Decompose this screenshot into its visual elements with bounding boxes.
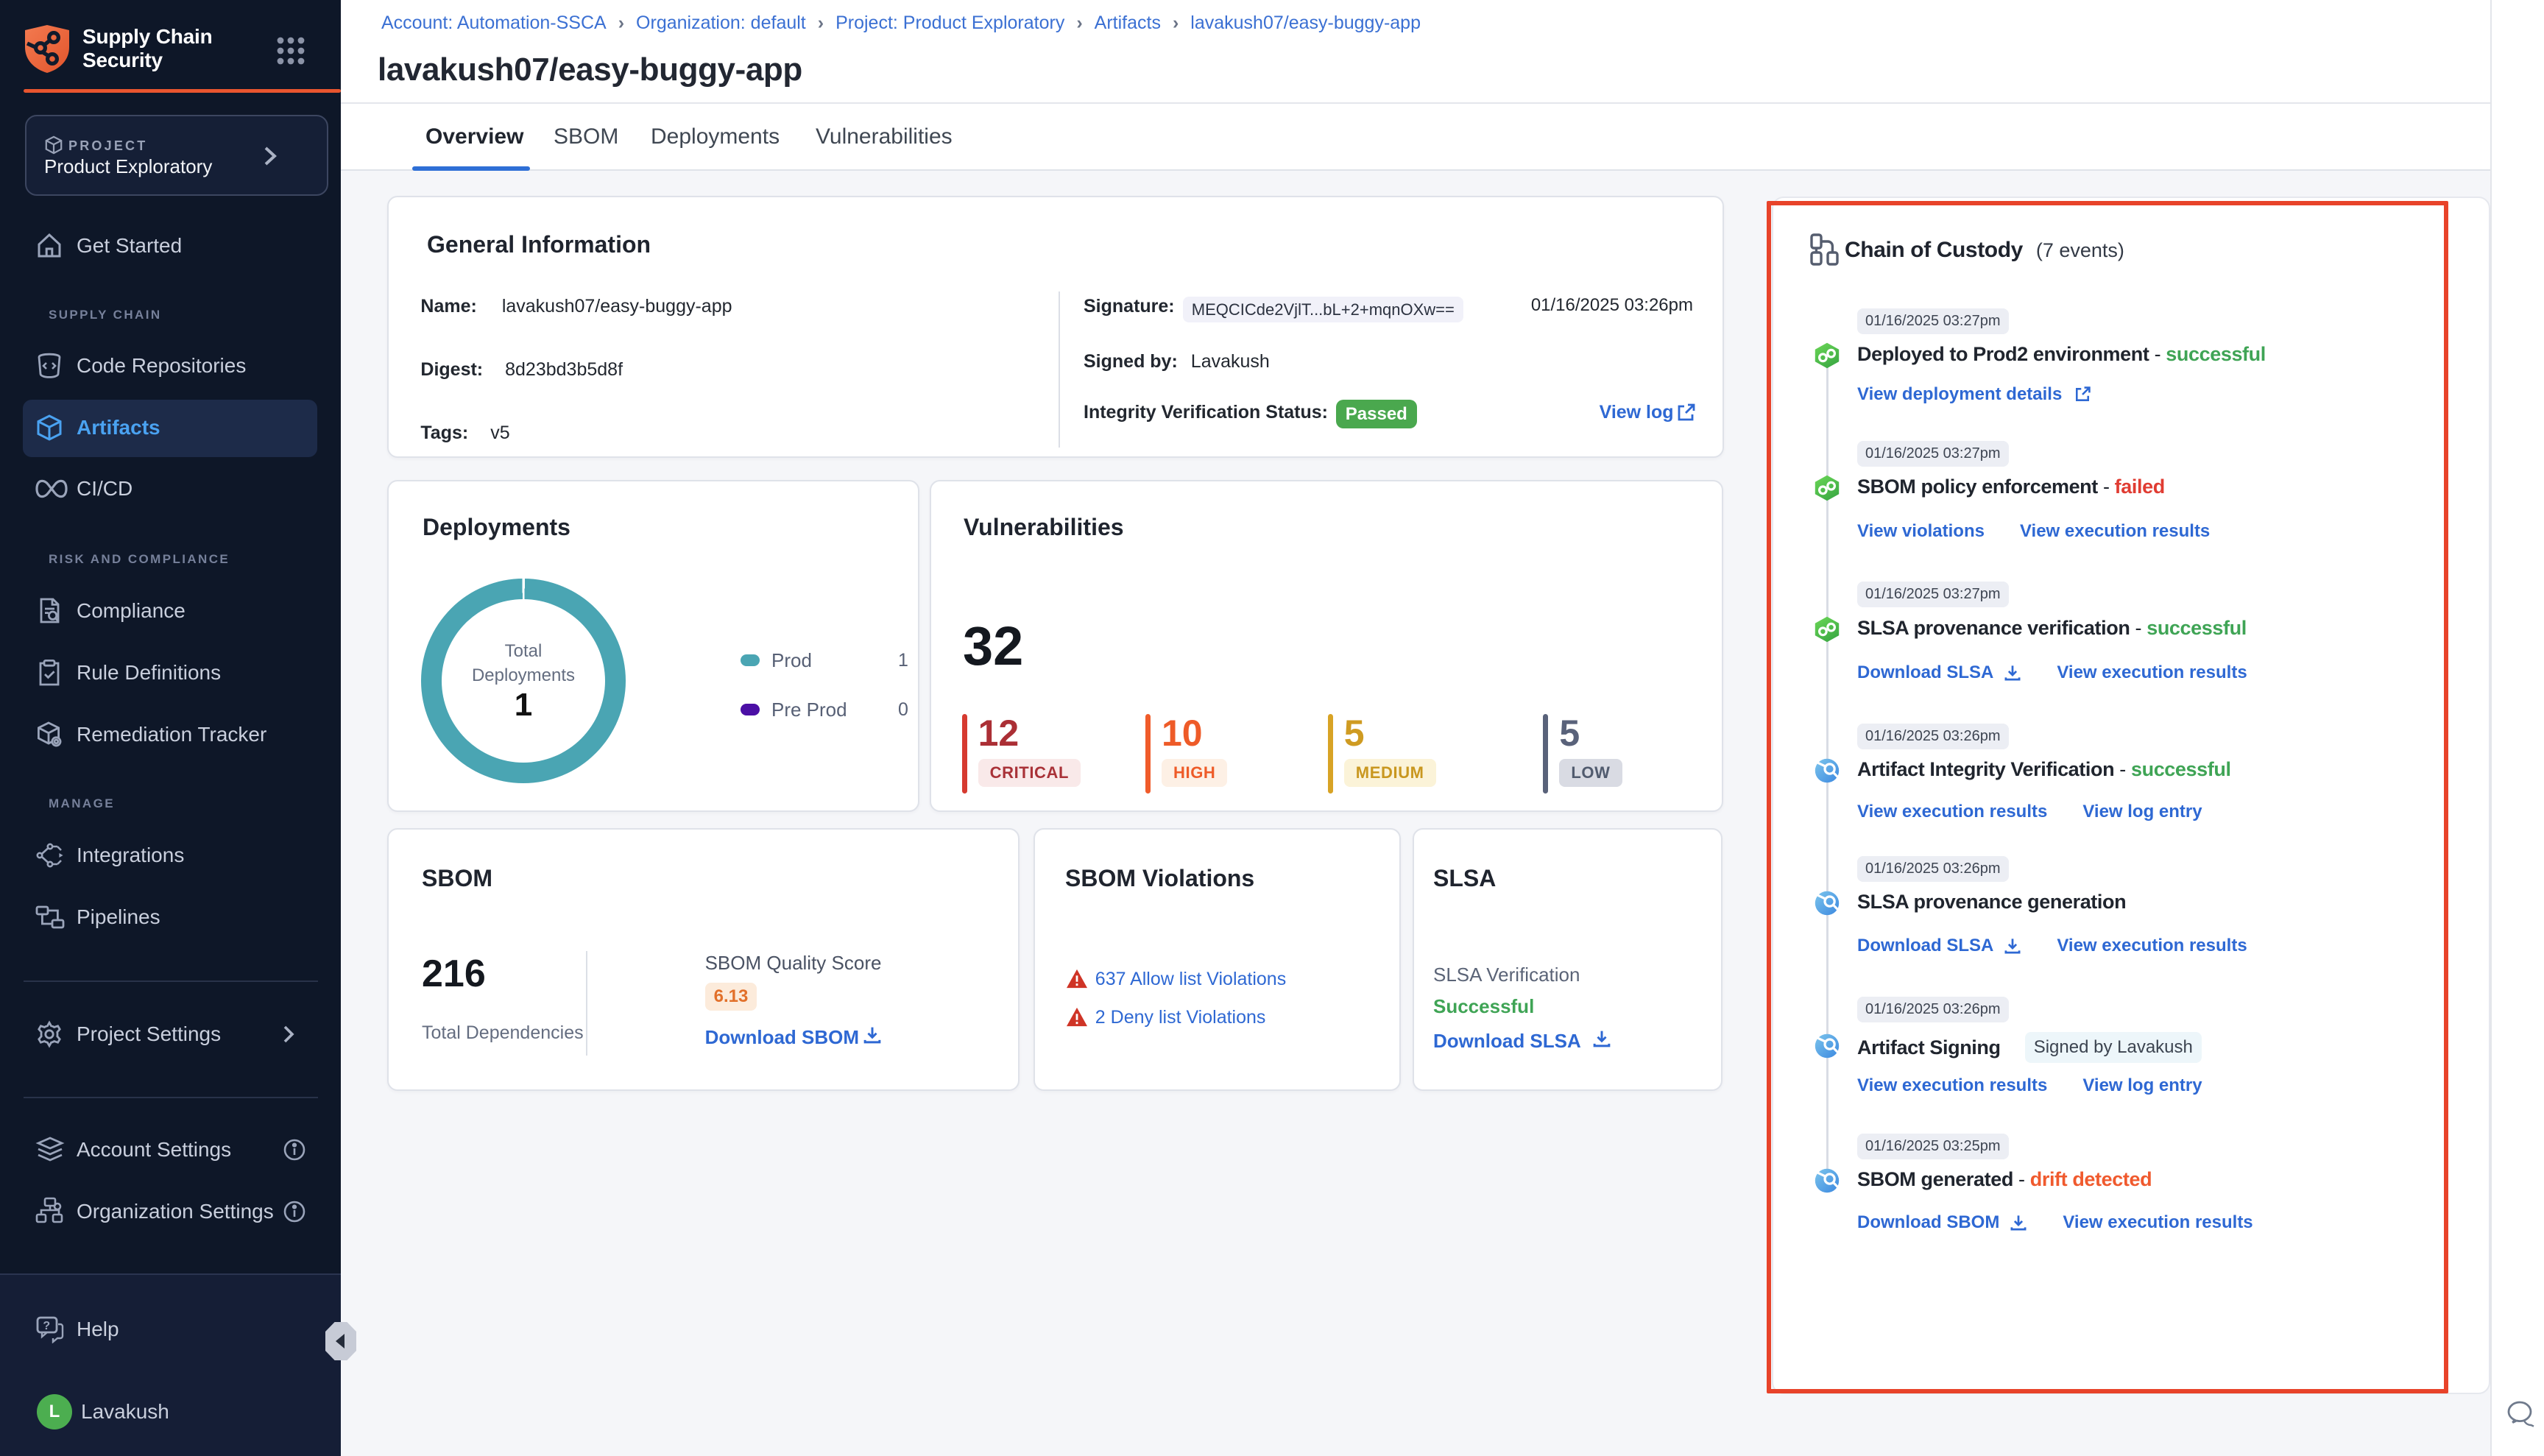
svg-text:?: ? [43,1320,50,1332]
